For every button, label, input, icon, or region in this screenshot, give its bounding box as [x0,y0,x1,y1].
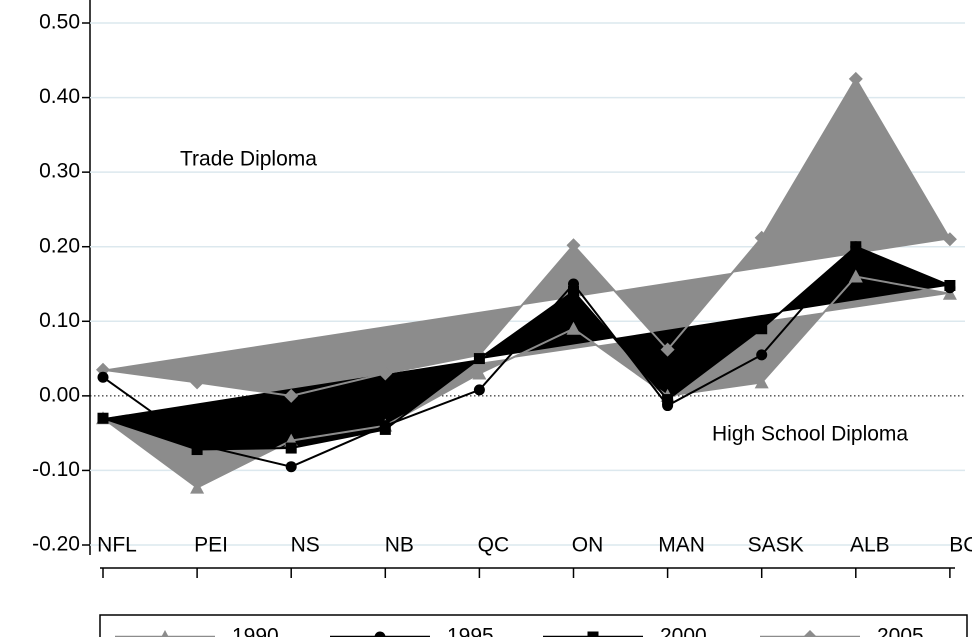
series-line [102,245,951,451]
y-tick-label: 0.30 [39,160,80,183]
x-tick-label: NFL [97,534,137,557]
y-tick-label: 0.10 [39,309,80,332]
x-tick-label: NB [385,534,414,557]
x-tick-label: ON [572,534,604,557]
x-tick-label: ALB [850,534,890,557]
point [285,442,297,454]
legend-label: 1990 [232,625,279,637]
point [97,371,109,383]
series-area [103,78,950,396]
legend-label: 1995 [447,625,494,637]
series-line [102,245,951,468]
point [803,630,817,637]
y-tick-label: 0.20 [39,234,80,257]
point [942,232,957,247]
y-tick-label: -0.20 [32,533,80,556]
point [754,230,769,245]
x-tick-label: BC [949,534,972,557]
point [848,71,863,86]
y-tick-label: 0.50 [39,11,80,34]
point [566,321,581,335]
legend-box [99,614,968,637]
point [191,444,203,456]
x-tick-label: PEI [194,534,228,557]
point [566,238,581,253]
point [473,384,485,396]
point [472,366,487,380]
point [754,375,769,389]
point [379,423,391,435]
y-tick-label: -0.10 [32,458,80,481]
point [285,461,297,473]
point [944,279,956,291]
annotation: High School Diploma [712,423,908,446]
x-tick-label: SASK [748,534,804,557]
annotation: Trade Diploma [180,148,317,171]
series-line [102,76,951,397]
legend-label: 2000 [660,625,707,637]
point [848,269,863,283]
y-tick-label: 0.00 [39,383,80,406]
x-tick-label: QC [478,534,510,557]
point [97,412,109,424]
point [378,366,393,381]
x-tick-label: NS [291,534,320,557]
point [568,285,579,297]
point [660,342,675,357]
point [756,323,768,335]
point [190,375,205,390]
point [850,241,862,253]
series-area [103,246,950,450]
y-tick-label: 0.40 [39,85,80,108]
point [756,349,768,361]
point [374,631,386,637]
point [473,353,485,365]
point [587,631,599,637]
point [161,630,169,637]
legend-label: 2005 [877,625,924,637]
x-tick-label: MAN [658,534,705,557]
point [190,480,205,494]
point [284,388,299,403]
point [662,394,674,406]
series-line [102,275,951,489]
